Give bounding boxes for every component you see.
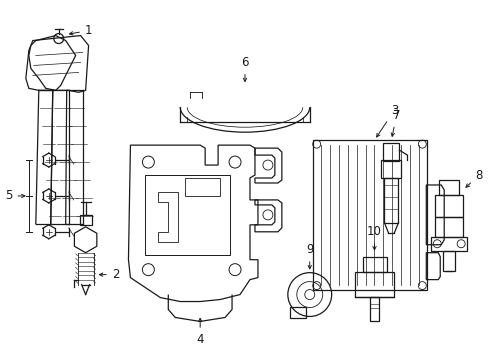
Bar [354,272,394,297]
Bar [80,215,91,225]
Text: 6: 6 [241,56,248,81]
Bar [369,297,379,321]
Bar [384,178,398,223]
Text: 7: 7 [390,109,399,136]
Text: 5: 5 [5,189,25,202]
Bar [383,143,399,161]
Bar [381,160,401,178]
Bar [145,175,229,255]
Text: 9: 9 [305,243,313,269]
Text: 8: 8 [465,168,482,187]
Bar [185,178,220,196]
Text: 2: 2 [99,268,119,281]
Bar [442,251,454,271]
Bar [438,180,458,195]
Bar [362,257,386,272]
Bar [289,306,305,319]
Text: 4: 4 [196,318,203,346]
Bar [430,237,466,251]
Bar [434,195,462,217]
Bar [434,217,462,237]
Text: 3: 3 [376,104,397,137]
Bar [312,140,427,289]
Text: 10: 10 [366,225,381,250]
Text: 1: 1 [69,24,92,37]
